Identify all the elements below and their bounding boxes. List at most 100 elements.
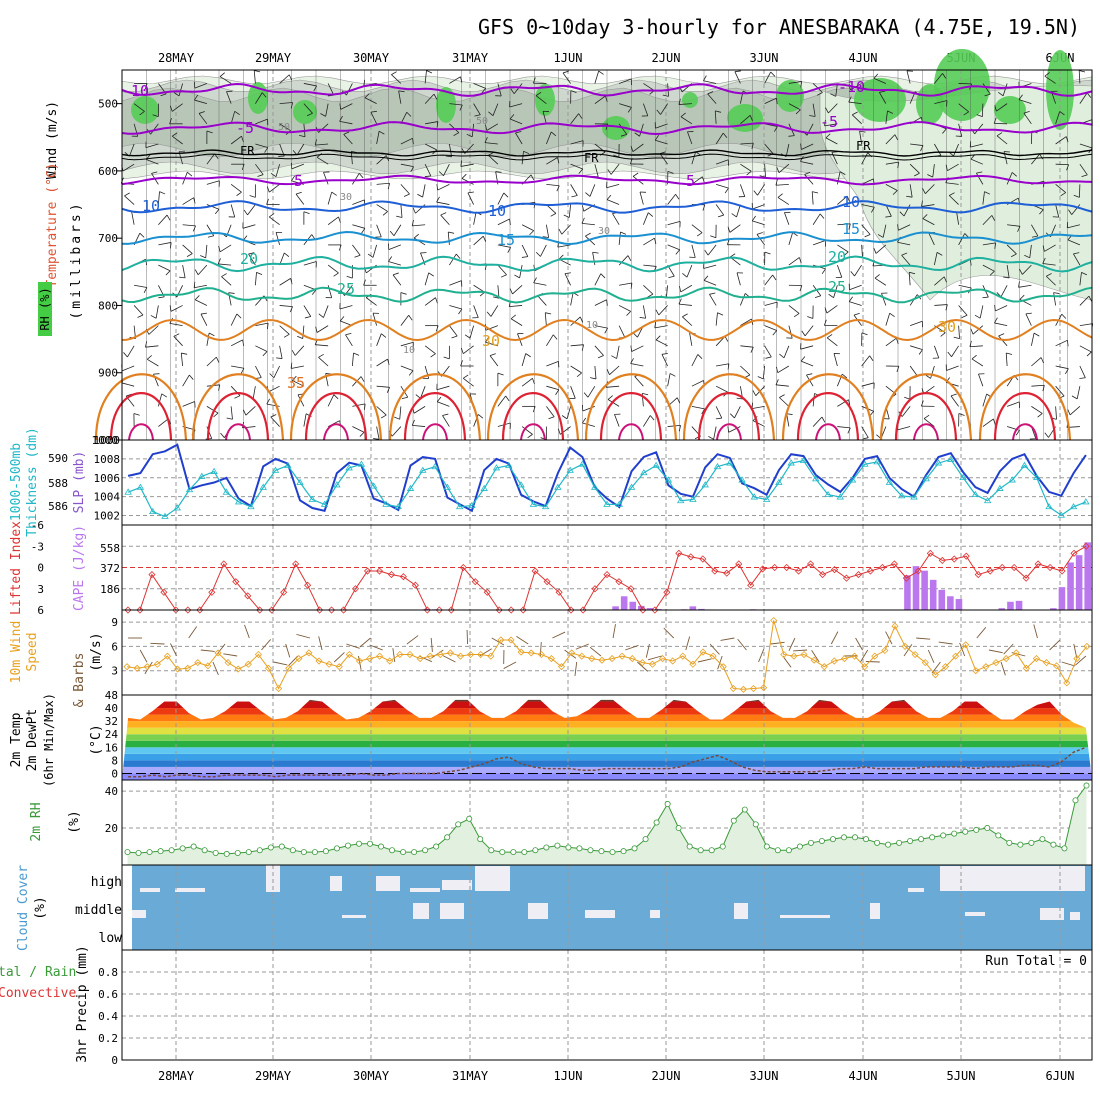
rh-marker-38 [544,845,549,850]
cloud-gap-18 [780,915,830,918]
rh-marker-81 [1018,842,1023,847]
rh-label-30: 30 [340,192,352,203]
surface-barb-6 [201,650,215,651]
thickness-line [128,459,1086,516]
contour-label-20-right: 20 [828,248,846,266]
rh-marker-51 [687,844,692,849]
wind-tick-6: 6 [111,640,118,653]
surface-barb-77 [1062,662,1075,666]
rh-marker-45 [621,849,626,854]
surface-barb-9 [223,654,237,656]
surface-barb-66 [928,650,934,663]
surface-barb-20 [360,638,371,647]
rh-marker-48 [654,820,659,825]
rh-marker-79 [996,833,1001,838]
rh-marker-23 [378,844,383,849]
rh-marker-27 [423,848,428,853]
rh-marker-66 [852,835,857,840]
bottom-date-2JUN: 2JUN [652,1069,681,1083]
cloud-level-middle: middle [75,903,122,918]
pressure-axis-label: (millibars) [69,200,84,319]
bottom-date-31MAY: 31MAY [452,1069,489,1083]
rh-marker-82 [1029,840,1034,845]
temp-band-12 [122,695,1092,702]
cloud-gap-20 [965,912,985,916]
rh-green-patch-0 [131,96,159,124]
surface-barb-46 [686,637,690,650]
thickness-tick-586: 586 [48,500,68,513]
rh-marker-43 [599,849,604,854]
top-date-29MAY: 29MAY [255,51,292,65]
rh-marker-50 [676,825,681,830]
cape-bar-112 [1084,542,1091,610]
panel-upper-air: -10 -10 -5 -5 5 5 10 10 10 15 15 20 20 2… [38,49,1093,447]
cloud-gap-12 [413,903,429,919]
rh-marker-17 [312,849,317,854]
bottom-date-1JUN: 1JUN [554,1069,583,1083]
contour-label-15-right: 15 [842,220,860,238]
rh-tick-20: 20 [105,822,118,835]
rh-marker-85 [1062,846,1067,851]
rh-marker-83 [1040,837,1045,842]
rh-marker-10 [235,850,240,855]
rh-marker-28 [434,844,439,849]
rh-marker-71 [908,838,913,843]
surface-barb-45 [664,628,674,638]
contour-label-m10-left: -10 [122,82,149,100]
rh-marker-54 [720,844,725,849]
rh-marker-16 [301,849,306,854]
temp-tick-16: 16 [105,741,118,754]
pressure-label-500: 500 [98,98,118,111]
temp-tick-0: 0 [111,767,118,780]
surface-barb-40 [613,624,615,638]
rh-green-patch-12 [1046,50,1074,130]
temp-units-label: (°C) [89,724,104,755]
temp-band-10 [122,708,1092,715]
cloud-gap-11 [342,915,366,918]
wind-speed-line [124,618,1090,693]
bottom-date-4JUN: 4JUN [849,1069,878,1083]
top-date-30MAY: 30MAY [353,51,390,65]
rh2m-axis-label: 2m RH [29,802,44,841]
rh-marker-70 [897,840,902,845]
rh-marker-65 [841,835,846,840]
surface-barb-22 [393,648,395,662]
rh-marker-59 [775,848,780,853]
rh-marker-0 [125,849,130,854]
cape-tick-186: 186 [100,583,120,596]
temp-axis-label-3: (6hr Min/Max) [42,693,56,787]
contour-label-10-mid: 10 [488,202,506,220]
surface-barb-48 [710,644,719,654]
temp-tick-40: 40 [105,702,118,715]
cape-bar-109 [1059,587,1066,610]
cloud-gap-22 [1070,912,1080,920]
rh-marker-63 [819,838,824,843]
precip-tick-0.2: 0.2 [98,1032,118,1045]
thickness-marker-78 [1083,499,1089,504]
surface-barb-53 [771,642,785,644]
temp-tick-8: 8 [111,754,118,767]
rh-marker-8 [213,850,218,855]
cape-bar-57 [612,606,619,610]
cloud-gap-2 [175,888,205,892]
rh-marker-56 [742,807,747,812]
surface-barb-71 [989,650,1003,653]
rh-marker-24 [389,848,394,853]
cape-bar-59 [629,602,636,610]
rh-marker-46 [632,846,637,851]
temp-tick-48: 48 [105,689,118,702]
cape-axis-label: CAPE (J/kg) [72,525,87,611]
run-total-annotation: Run Total = 0 [985,954,1087,969]
rh-marker-39 [555,843,560,848]
cloud-gap-8 [940,866,1085,891]
cape-bar-94 [930,580,937,610]
rh2m-units-label: (%) [67,810,82,833]
cloud-units-label: (%) [33,896,48,919]
bottom-date-5JUN: 5JUN [947,1069,976,1083]
bottom-date-30MAY: 30MAY [353,1069,390,1083]
contour-label-25-right: 25 [828,278,846,296]
